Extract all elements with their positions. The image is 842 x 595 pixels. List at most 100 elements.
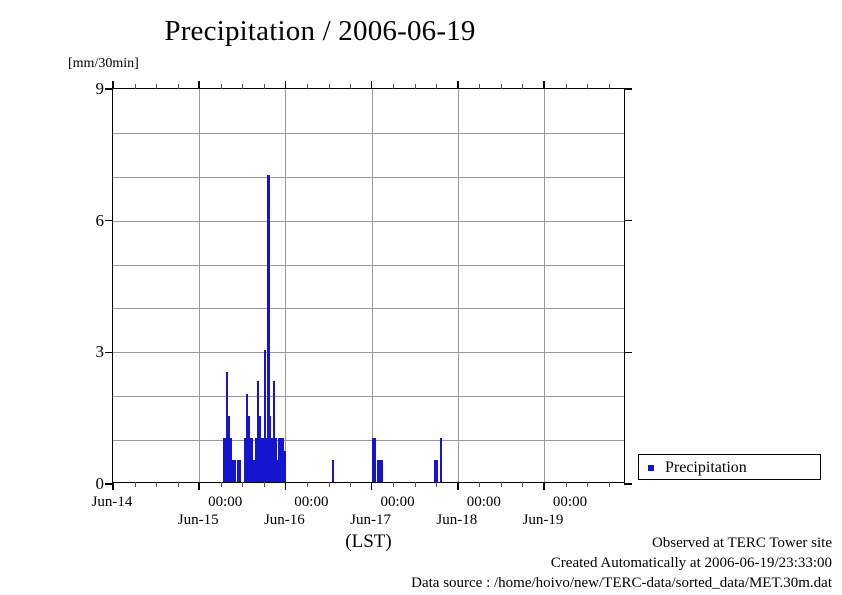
x-axis-tick-date: Jun-14 [91,494,133,510]
x-axis-tick-label: 00:00 Jun-19 [489,493,597,529]
x-axis-tick-major [543,482,545,490]
y-axis-tick [105,351,113,354]
x-axis-tick-time: 00:00 [294,494,329,510]
grid-line-horizontal [113,352,624,354]
page-title: Precipitation / 2006-06-19 [164,15,476,47]
bar [272,381,276,482]
x-axis-tick-minor [587,84,589,89]
x-axis-tick-minor [134,84,136,89]
y-axis-tick [105,219,113,222]
legend-label: Precipitation [665,459,747,476]
bar [376,460,380,482]
plot-area [105,81,632,490]
grid-line-vertical [285,89,287,482]
bar [229,438,232,482]
x-axis-tick-minor [414,482,416,487]
x-axis-tick-minor [156,482,158,487]
bar [249,438,252,482]
bar [233,460,236,482]
x-axis-tick-date: Jun-19 [522,512,564,528]
x-axis-tick-minor [350,84,352,89]
footer-data-source: Data source : /home/hoivo/new/TERC-data/… [411,575,832,591]
x-axis-tick-minor [393,84,395,89]
x-axis-tick-minor [522,84,524,89]
x-axis-tick-minor [306,84,308,89]
x-axis-tick-date: Jun-18 [436,512,478,528]
y-axis-tick-label: 9 [95,79,105,98]
x-axis-tick-major [198,81,200,89]
bar [251,438,254,482]
x-axis-tick-minor [220,482,222,487]
x-axis-tick-major [457,81,459,89]
grid-line-vertical [544,89,545,482]
bar [231,460,234,482]
x-axis-tick-minor [156,84,158,89]
grid-line-horizontal [113,132,624,134]
y-axis-tick [624,483,632,485]
x-axis-tick-major [543,81,545,89]
bar [378,460,381,482]
x-axis-tick-time: 00:00 [380,494,415,510]
x-axis-tick-label: 00:00 Jun-16 [230,493,338,529]
x-axis-tick-minor [328,482,330,487]
bar [439,438,443,482]
x-axis-tick-label: 00:00 Jun-15 [144,493,252,529]
bar [267,174,270,482]
x-axis-tick-minor [565,482,567,487]
x-axis-tick-minor [328,84,330,89]
x-axis-label: (LST) [345,531,392,552]
bar [271,438,274,482]
bar [254,438,258,482]
x-axis-tick-minor [608,84,610,89]
x-axis-tick-minor [608,482,610,487]
x-axis-tick-time: 00:00 [466,494,501,510]
x-axis-tick-minor [500,482,502,487]
bar [281,438,284,482]
bar [332,460,335,482]
x-axis-tick-major [284,81,287,89]
bar [245,394,249,482]
x-axis-tick-major [112,81,114,89]
x-axis-tick-minor [350,482,352,487]
footer-created-at: Created Automatically at 2006-06-19/23:3… [550,555,832,571]
bar [244,438,247,482]
bar [380,460,383,482]
x-axis-tick-date: Jun-15 [177,512,219,528]
y-axis-unit-label: [mm/30min] [68,56,139,71]
x-axis-tick-minor [242,482,244,487]
x-axis-tick-major [284,482,287,490]
x-axis-tick-major [198,482,200,490]
x-axis-tick-major [457,482,459,490]
legend: Precipitation [638,454,821,480]
x-axis-tick-time: 00:00 [208,494,243,510]
x-axis-tick-date: Jun-16 [263,512,305,528]
y-axis-tick [624,351,632,354]
bar [263,350,267,482]
x-axis-tick-minor [263,482,265,487]
x-axis-tick-minor [134,482,136,487]
x-axis-tick-time: 00:00 [552,494,588,510]
bar [276,460,279,482]
grid-line-horizontal [113,176,624,178]
y-axis-tick-label: 6 [95,210,105,230]
x-axis-tick-minor [177,84,179,89]
x-axis-tick-minor [177,482,179,487]
x-axis-tick-minor [565,84,567,89]
grid-line-horizontal [113,308,624,310]
bar [265,438,268,482]
bar [434,460,437,482]
bar [236,460,240,482]
bar [260,438,263,482]
bar [436,460,439,482]
y-axis-tick [105,483,113,485]
footer-observed-at: Observed at TERC Tower site [651,535,832,551]
x-axis-tick-major [370,81,373,89]
y-axis-tick [105,88,113,90]
grid-line-horizontal [113,396,624,398]
bar [283,451,286,482]
bar [224,438,227,482]
bar [253,460,256,482]
x-axis-tick-minor [242,84,244,89]
x-axis-tick-minor [436,482,438,487]
x-axis-tick-major [112,482,114,490]
